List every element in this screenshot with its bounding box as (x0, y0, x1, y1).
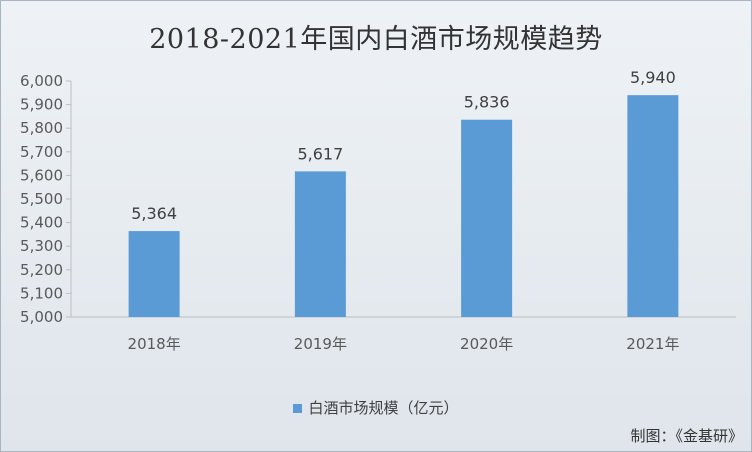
y-axis-ticks: 5,000 5,100 5,200 5,300 5,400 5,500 5,600 5,700… (20, 72, 71, 326)
y-tick-label: 5,400 (20, 214, 63, 232)
y-tick-label: 5,100 (20, 284, 63, 302)
bar-4 (627, 95, 679, 317)
source-note: 制图：《金基研》 (630, 427, 743, 445)
x-tick-label: 2019年 (294, 335, 347, 353)
data-label: 5,836 (464, 93, 510, 112)
legend: 白酒市场规模（亿元） (1, 397, 751, 418)
y-tick-label: 5,500 (20, 190, 63, 208)
legend-swatch (293, 404, 303, 413)
y-tick-label: 5,300 (20, 237, 63, 255)
y-tick-label: 5,600 (20, 166, 63, 184)
bar-2 (294, 171, 346, 317)
data-labels: 5,364 5,617 5,836 5,940 (131, 68, 676, 223)
y-tick-label: 5,800 (20, 119, 63, 137)
x-tick-label: 2018年 (128, 335, 181, 353)
x-axis-labels: 2018年 2019年 2020年 2021年 (128, 335, 680, 353)
y-tick-label: 5,900 (20, 96, 63, 114)
data-label: 5,617 (297, 144, 343, 163)
bar-1 (128, 231, 180, 317)
x-tick-label: 2021年 (626, 335, 679, 353)
data-label: 5,364 (131, 204, 177, 223)
y-tick-label: 5,200 (20, 261, 63, 279)
chart-title: 2018-2021年国内白酒市场规模趋势 (149, 24, 603, 55)
x-tick-label: 2020年 (460, 335, 513, 353)
y-tick-label: 5,700 (20, 143, 63, 161)
legend-label: 白酒市场规模（亿元） (308, 399, 459, 417)
bars (128, 95, 679, 317)
bar-3 (461, 119, 513, 317)
y-tick-label: 5,000 (20, 308, 63, 326)
data-label: 5,940 (630, 68, 676, 87)
y-tick-label: 6,000 (20, 72, 63, 90)
